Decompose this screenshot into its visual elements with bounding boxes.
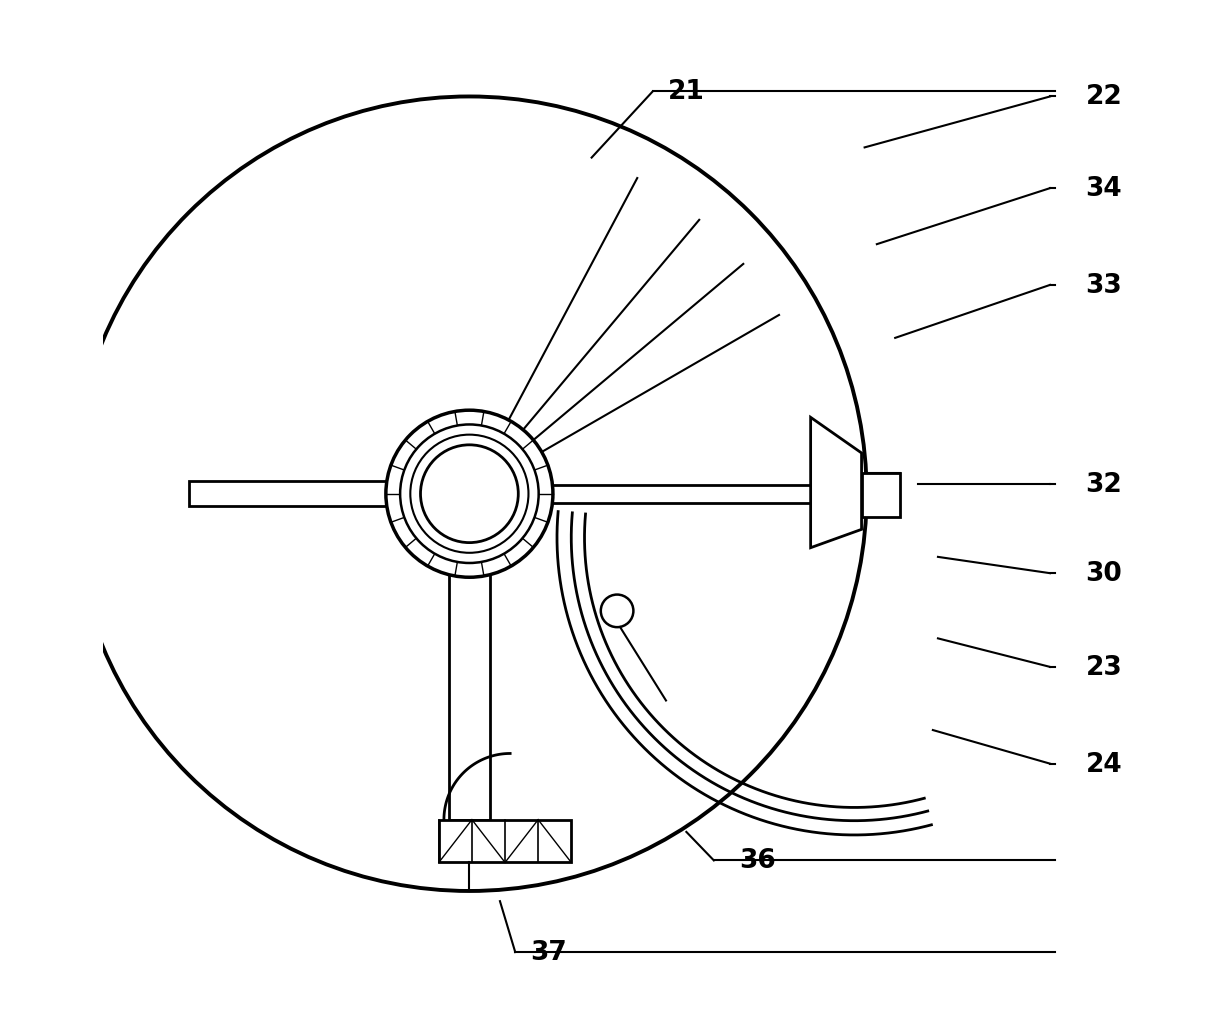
Circle shape: [410, 435, 529, 553]
Circle shape: [72, 98, 867, 891]
Text: 24: 24: [1086, 751, 1122, 776]
Circle shape: [400, 425, 539, 564]
Bar: [190, 482, 389, 506]
Polygon shape: [810, 418, 862, 548]
Circle shape: [386, 411, 553, 578]
Text: 22: 22: [1086, 85, 1122, 110]
Text: 34: 34: [1086, 176, 1122, 202]
Text: 33: 33: [1086, 273, 1122, 299]
Text: 32: 32: [1086, 471, 1122, 497]
Circle shape: [421, 445, 518, 543]
Text: 21: 21: [668, 79, 705, 105]
Text: 37: 37: [530, 940, 567, 965]
Bar: [439, 820, 572, 863]
Text: 30: 30: [1086, 560, 1122, 587]
Bar: [862, 474, 901, 517]
Text: 23: 23: [1086, 654, 1122, 681]
Bar: [449, 575, 490, 820]
Circle shape: [601, 595, 633, 628]
Bar: [550, 485, 810, 503]
Text: 36: 36: [739, 848, 776, 873]
